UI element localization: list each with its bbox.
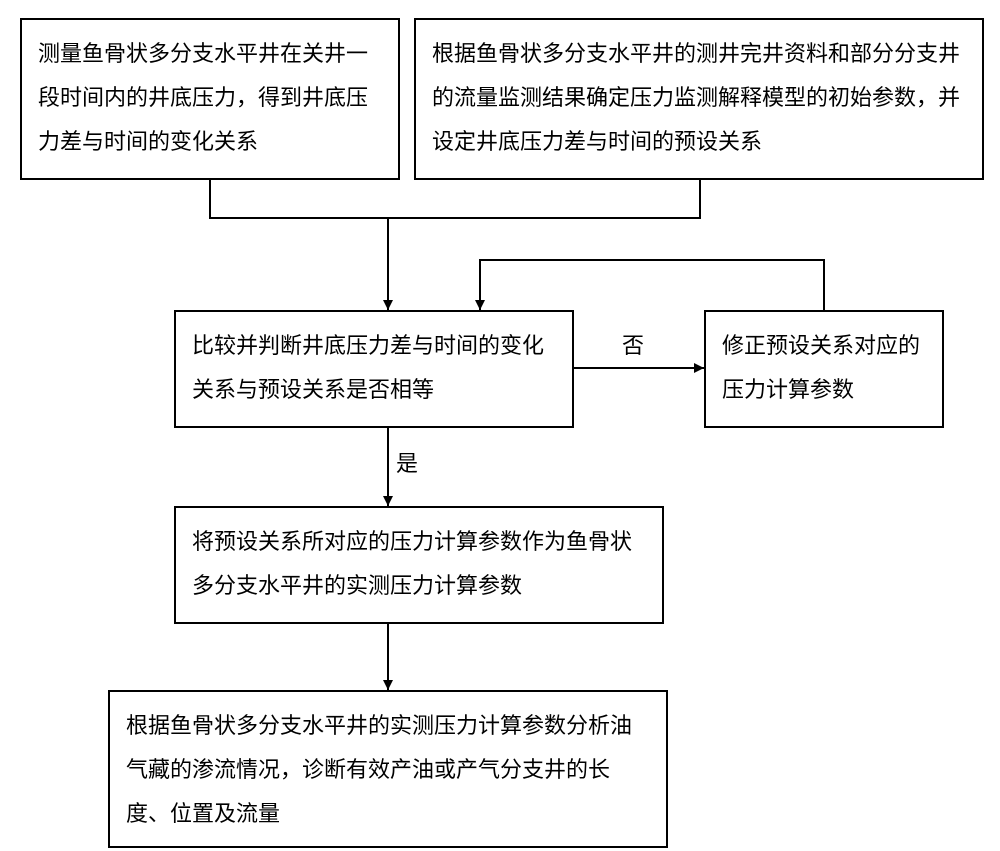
box-initial-params-text: 根据鱼骨状多分支水平井的测井完井资料和部分分支井的流量监测结果确定压力监测解释模…: [432, 41, 960, 154]
box-decision: 比较并判断井底压力差与时间的变化关系与预设关系是否相等: [174, 310, 574, 428]
label-no: 否: [622, 328, 644, 360]
box-decision-text: 比较并判断井底压力差与时间的变化关系与预设关系是否相等: [192, 333, 544, 402]
box-initial-params: 根据鱼骨状多分支水平井的测井完井资料和部分分支井的流量监测结果确定压力监测解释模…: [414, 18, 984, 180]
box-measure: 测量鱼骨状多分支水平井在关井一段时间内的井底压力，得到井底压力差与时间的变化关系: [20, 18, 400, 180]
box-assign-text: 将预设关系所对应的压力计算参数作为鱼骨状多分支水平井的实测压力计算参数: [192, 529, 632, 598]
label-yes: 是: [396, 446, 418, 478]
box-analyze-text: 根据鱼骨状多分支水平井的实测压力计算参数分析油气藏的渗流情况，诊断有效产油或产气…: [126, 713, 632, 826]
box-analyze: 根据鱼骨状多分支水平井的实测压力计算参数分析油气藏的渗流情况，诊断有效产油或产气…: [108, 690, 668, 848]
box-correct: 修正预设关系对应的压力计算参数: [704, 310, 944, 428]
box-measure-text: 测量鱼骨状多分支水平井在关井一段时间内的井底压力，得到井底压力差与时间的变化关系: [38, 41, 368, 154]
box-correct-text: 修正预设关系对应的压力计算参数: [722, 333, 920, 402]
box-assign: 将预设关系所对应的压力计算参数作为鱼骨状多分支水平井的实测压力计算参数: [174, 506, 664, 624]
